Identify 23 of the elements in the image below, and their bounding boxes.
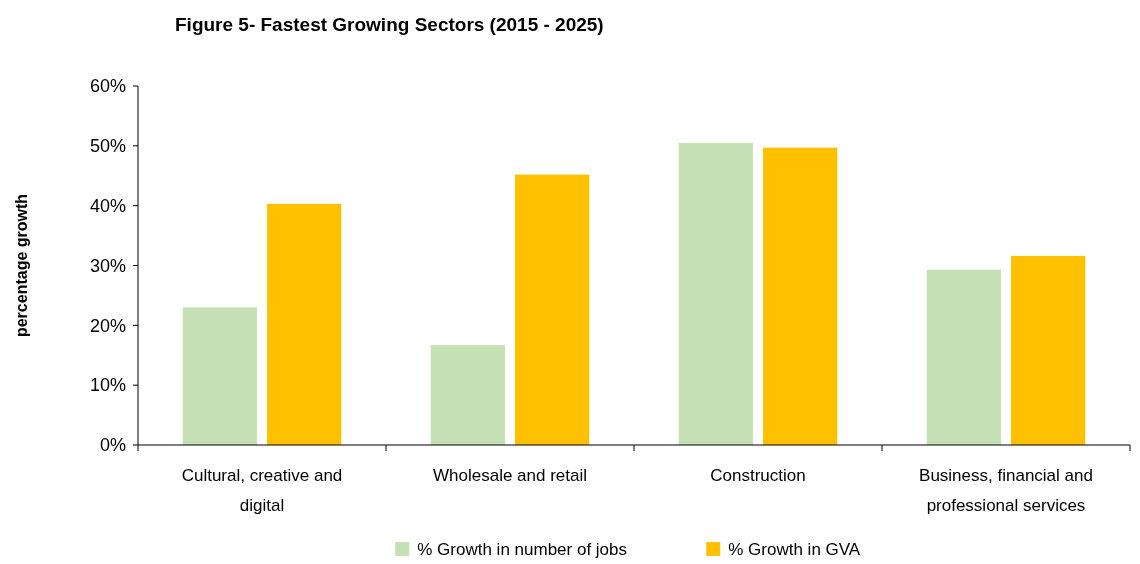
x-tick-label: Cultural, creative and digital: [181, 466, 343, 515]
y-tick-label: 10%: [89, 375, 126, 396]
x-tick-label: Construction: [710, 466, 806, 485]
bar: [515, 174, 590, 445]
y-tick-label: 30%: [89, 255, 126, 276]
chart-title: Figure 5- Fastest Growing Sectors (2015 - 2025): [175, 14, 604, 35]
legend-label: % Growth in GVA: [728, 539, 861, 559]
x-tick-label: Business, financial and professional services: [919, 466, 1093, 515]
y-tick-label: 20%: [89, 315, 126, 336]
y-axis-title: percentage growth: [13, 193, 30, 338]
bar: [1011, 255, 1086, 445]
bar: [678, 142, 753, 445]
y-tick-label: 50%: [89, 136, 126, 157]
bar: [763, 147, 838, 445]
y-tick-label: 0%: [99, 435, 126, 456]
y-tick-label: 60%: [89, 76, 126, 97]
bar: [926, 269, 1001, 445]
bar: [430, 345, 505, 445]
x-tick-label: Wholesale and retail: [432, 466, 588, 485]
y-tick-label: 40%: [89, 195, 126, 216]
bar: [267, 203, 342, 445]
legend-label: % Growth in number of jobs: [417, 539, 628, 559]
bar: [182, 307, 257, 445]
